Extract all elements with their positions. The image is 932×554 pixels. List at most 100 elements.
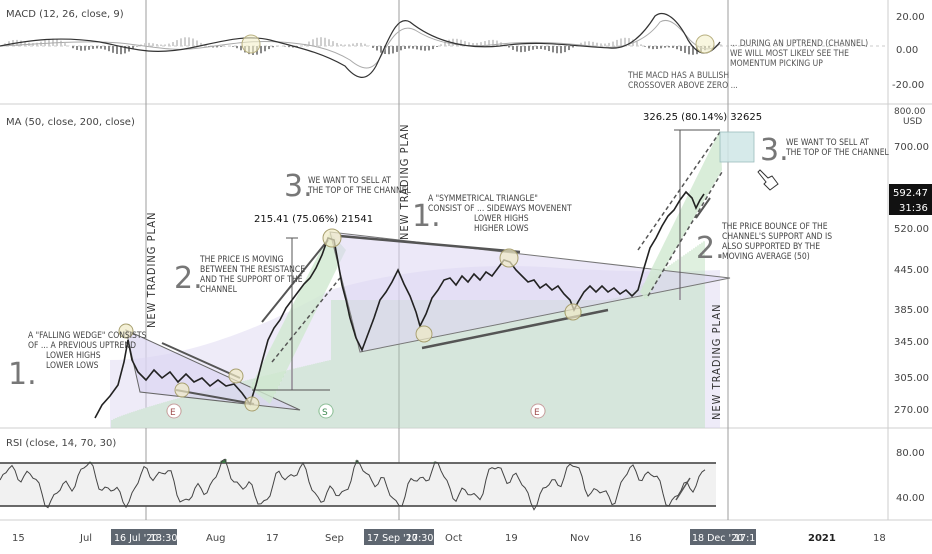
macd-hist-bar bbox=[684, 46, 686, 53]
rsi-tick: 40.00 bbox=[896, 493, 925, 504]
x-tick: Jul bbox=[79, 533, 92, 544]
macd-hist-bar bbox=[404, 46, 406, 49]
pivot-circle bbox=[500, 249, 518, 267]
split-marker-label: S bbox=[322, 408, 328, 418]
macd-hist-bar bbox=[540, 46, 542, 49]
macd-hist-bar bbox=[600, 43, 602, 46]
macd-hist-bar bbox=[180, 38, 182, 46]
pivot-circle bbox=[245, 397, 259, 411]
macd-hist-bar bbox=[408, 46, 410, 48]
macd-hist-bar bbox=[268, 46, 270, 49]
price-tick: 445.00 bbox=[894, 265, 929, 276]
macd-hist-bar bbox=[184, 37, 186, 46]
macd-hist-bar bbox=[568, 46, 570, 50]
macd-hist-bar bbox=[92, 46, 94, 49]
macd-hist-bar bbox=[272, 46, 274, 47]
macd-hist-bar bbox=[196, 40, 198, 46]
trading-plan-label: NEW TRADING PLAN bbox=[398, 124, 411, 240]
macd-hist-bar bbox=[72, 46, 74, 48]
macd-hist-bar bbox=[376, 46, 378, 50]
macd-hist-bar bbox=[164, 44, 166, 46]
measurement-two: 326.25 (80.14%) 32625 bbox=[643, 112, 762, 123]
macd-hist-bar bbox=[320, 37, 322, 46]
macd-hist-bar bbox=[672, 46, 674, 48]
date-highlight-time: 17:13 bbox=[734, 533, 761, 544]
macd-hist-bar bbox=[356, 43, 358, 46]
macd-hist-bar bbox=[652, 46, 654, 49]
x-tick: 17 bbox=[266, 533, 279, 544]
macd-hist-bar bbox=[536, 46, 538, 49]
macd-hist-bar bbox=[436, 46, 438, 47]
x-tick: Nov bbox=[570, 533, 590, 544]
macd-hist-bar bbox=[388, 46, 390, 54]
macd-hist-bar bbox=[188, 37, 190, 46]
macd-tick: 20.00 bbox=[896, 12, 925, 23]
macd-tick: -20.00 bbox=[892, 80, 924, 91]
annotation-number: 2. bbox=[174, 261, 203, 296]
macd-hist-bar bbox=[76, 46, 78, 50]
macd-hist-bar bbox=[264, 46, 266, 51]
x-tick: 19 bbox=[505, 533, 518, 544]
x-tick: 2021 bbox=[808, 533, 836, 544]
macd-hist-bar bbox=[552, 46, 554, 52]
macd-hist-bar bbox=[688, 46, 690, 54]
trading-plan-label: NEW TRADING PLAN bbox=[710, 304, 723, 420]
target-zone bbox=[720, 132, 754, 162]
macd-hist-bar bbox=[336, 43, 338, 46]
macd-hist-bar bbox=[344, 45, 346, 46]
macd-hist-bar bbox=[364, 44, 366, 46]
currency-label: USD bbox=[903, 117, 922, 127]
macd-hist-bar bbox=[412, 46, 414, 49]
x-tick: Aug bbox=[206, 533, 226, 544]
macd-hist-bar bbox=[432, 46, 434, 49]
macd-hist-bar bbox=[556, 46, 558, 53]
macd-hist-bar bbox=[340, 44, 342, 46]
macd-hist-bar bbox=[676, 46, 678, 49]
rsi-title: RSI (close, 14, 70, 30) bbox=[6, 438, 116, 449]
macd-hist-bar bbox=[452, 39, 454, 46]
macd-hist-bar bbox=[656, 46, 658, 49]
price-tick: 305.00 bbox=[894, 373, 929, 384]
macd-hist-bar bbox=[360, 43, 362, 46]
earnings-marker-label: E bbox=[170, 408, 176, 418]
macd-hist-bar bbox=[440, 44, 442, 46]
macd-hist-bar bbox=[608, 43, 610, 46]
x-tick: Oct bbox=[445, 533, 462, 544]
countdown: 31:36 bbox=[899, 203, 928, 214]
macd-hist-bar bbox=[220, 46, 222, 47]
trading-plan-label: NEW TRADING PLAN bbox=[145, 212, 158, 328]
macd-hist-bar bbox=[328, 39, 330, 46]
macd-hist-bar bbox=[104, 46, 106, 50]
macd-hist-bar bbox=[236, 46, 238, 48]
macd-hist-bar bbox=[148, 43, 150, 46]
price-tick: 700.00 bbox=[894, 142, 929, 153]
macd-hist-bar bbox=[100, 46, 102, 49]
macd-hist-bar bbox=[144, 43, 146, 46]
macd-hist-bar bbox=[112, 46, 114, 53]
macd-hist-bar bbox=[416, 46, 418, 49]
x-tick: 16 bbox=[629, 533, 642, 544]
macd-hist-bar bbox=[620, 38, 622, 46]
last-price: 592.47 bbox=[893, 188, 928, 199]
price-tick: 345.00 bbox=[894, 337, 929, 348]
macd-hist-bar bbox=[172, 42, 174, 46]
macd-hist-bar bbox=[352, 44, 354, 46]
macd-hist-bar bbox=[108, 46, 110, 51]
macd-hist-bar bbox=[348, 44, 350, 46]
rsi-tick: 80.00 bbox=[896, 448, 925, 459]
annotation-number: 3. bbox=[760, 133, 789, 168]
macd-hist-bar bbox=[560, 46, 562, 53]
macd-hist-bar bbox=[616, 40, 618, 46]
macd-hist-bar bbox=[396, 46, 398, 52]
macd-hist-bar bbox=[156, 44, 158, 46]
macd-hist-bar bbox=[48, 39, 50, 46]
macd-hist-bar bbox=[636, 42, 638, 46]
macd-hist-bar bbox=[372, 46, 374, 48]
macd-hist-bar bbox=[680, 46, 682, 51]
macd-hist-bar bbox=[720, 44, 722, 46]
macd-hist-bar bbox=[512, 46, 514, 50]
macd-tick: 0.00 bbox=[896, 45, 918, 56]
date-highlight-time: 17:30 bbox=[406, 533, 433, 544]
macd-hist-bar bbox=[532, 46, 534, 50]
